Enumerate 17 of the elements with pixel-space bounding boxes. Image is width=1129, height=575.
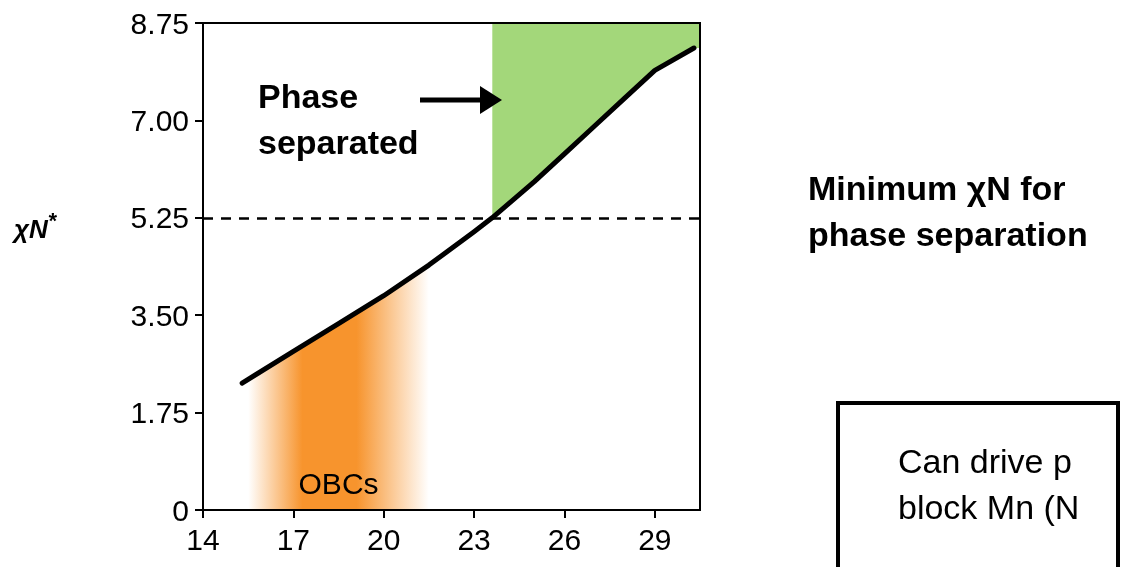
y-tick-label: 7.00 bbox=[130, 103, 189, 137]
x-tick-label: 23 bbox=[457, 522, 491, 556]
x-tick-label: 17 bbox=[276, 522, 311, 556]
y-axis-title: χN$^{*}$ bbox=[14, 208, 57, 245]
y-tick-label: 5.25 bbox=[130, 201, 189, 235]
y-tick-label: 3.50 bbox=[130, 298, 189, 332]
annotation: Phase separated bbox=[258, 77, 419, 161]
x-tick-label: 26 bbox=[547, 522, 582, 556]
x-tick-label: 14 bbox=[186, 522, 220, 556]
ref-line-label: Minimum χN for phase separation bbox=[808, 168, 1088, 253]
text: Can drive p block Mn (N bbox=[898, 442, 1080, 526]
x-tick-label: 29 bbox=[638, 522, 672, 556]
band-label: OBCs bbox=[298, 467, 379, 500]
y-tick-label: 8.75 bbox=[130, 6, 189, 40]
y-tick-label: 0 bbox=[172, 493, 189, 527]
x-tick-label: 20 bbox=[367, 522, 401, 556]
y-tick-label: 1.75 bbox=[130, 396, 189, 430]
